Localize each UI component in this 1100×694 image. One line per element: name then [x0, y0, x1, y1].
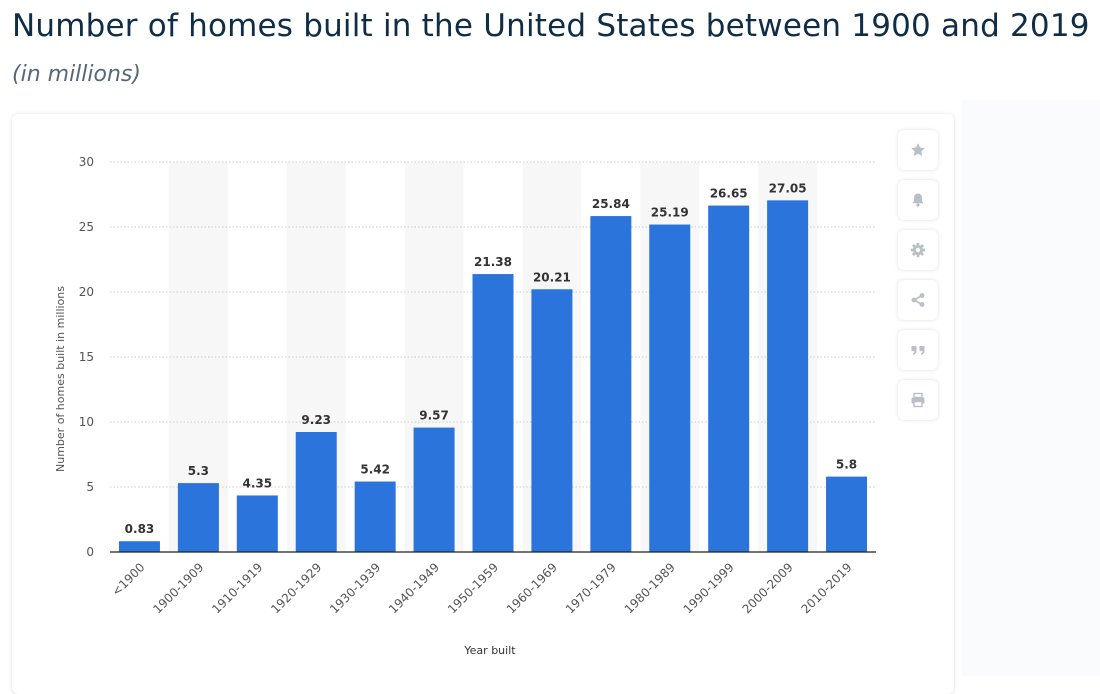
y-tick-label: 30	[79, 155, 94, 169]
bar-value-label: 5.3	[188, 464, 209, 478]
bar	[118, 541, 160, 552]
print-button[interactable]	[898, 380, 938, 420]
bar	[590, 216, 632, 552]
bar-value-label: 4.35	[243, 476, 273, 490]
bar-value-label: 5.8	[836, 458, 857, 472]
x-tick-label: 2000-2009	[740, 560, 796, 616]
x-tick-label: 1940-1949	[386, 560, 442, 616]
x-tick-label: 1980-1989	[622, 560, 678, 616]
chart-card: 0 5 10 15 20 25 30 Number of homes built in mil…	[12, 114, 954, 694]
page-subtitle: (in millions)	[12, 62, 141, 87]
chart-toolbar	[898, 130, 940, 430]
bar	[767, 200, 809, 552]
y-tick-label: 0	[86, 545, 94, 559]
settings-button[interactable]	[898, 230, 938, 270]
favorite-button[interactable]	[898, 130, 938, 170]
x-tick-label: 1960-1969	[504, 560, 560, 616]
share-button[interactable]	[898, 280, 938, 320]
notification-button[interactable]	[898, 180, 938, 220]
bar-value-label: 27.05	[769, 181, 807, 195]
x-axis-title: Year built	[463, 644, 516, 657]
bar-value-label: 5.42	[360, 463, 390, 477]
quote-icon	[911, 346, 925, 355]
print-icon	[911, 392, 925, 408]
gear-icon	[910, 242, 926, 258]
right-background-strip	[962, 100, 1100, 676]
x-tick-label: <1900	[109, 560, 148, 599]
bar-value-label: 20.21	[533, 270, 571, 284]
bar-value-label: 9.23	[301, 413, 331, 427]
bar	[413, 427, 455, 552]
bar	[354, 481, 396, 552]
bell-icon	[912, 193, 924, 207]
bar	[708, 205, 750, 553]
y-tick-label: 5	[86, 480, 94, 494]
x-tick-label: 1950-1959	[445, 560, 501, 616]
page-title: Number of homes built in the United Stat…	[12, 8, 1090, 44]
x-tick-label: 1920-1929	[268, 560, 324, 616]
bar-value-label: 25.84	[592, 197, 630, 211]
bar-value-label: 25.19	[651, 206, 689, 220]
bar	[472, 274, 514, 552]
bar-value-label: 0.83	[125, 522, 155, 536]
bar	[236, 495, 278, 552]
x-tick-label: 1900-1909	[150, 560, 206, 616]
bar	[826, 476, 868, 552]
y-tick-label: 20	[79, 285, 94, 299]
y-tick-label: 10	[79, 415, 94, 429]
bar	[295, 432, 337, 552]
star-icon	[911, 143, 925, 156]
bar	[531, 289, 573, 552]
y-tick-label: 15	[79, 350, 94, 364]
bar-value-label: 21.38	[474, 255, 512, 269]
x-tick-label: 1930-1939	[327, 560, 383, 616]
x-tick-label: 2010-2019	[799, 560, 855, 616]
share-icon	[911, 293, 925, 307]
cite-button[interactable]	[898, 330, 938, 370]
bar-value-label: 9.57	[419, 409, 449, 423]
x-tick-label: 1990-1999	[681, 560, 737, 616]
bar	[649, 224, 691, 552]
x-tick-label: 1970-1979	[563, 560, 619, 616]
bar-chart: 0 5 10 15 20 25 30 Number of homes built in mil…	[54, 155, 876, 657]
bar	[177, 483, 219, 552]
y-tick-label: 25	[79, 220, 94, 234]
y-axis-title: Number of homes built in millions	[54, 286, 67, 472]
bar-value-label: 26.65	[710, 187, 748, 201]
x-tick-label: 1910-1919	[209, 560, 265, 616]
